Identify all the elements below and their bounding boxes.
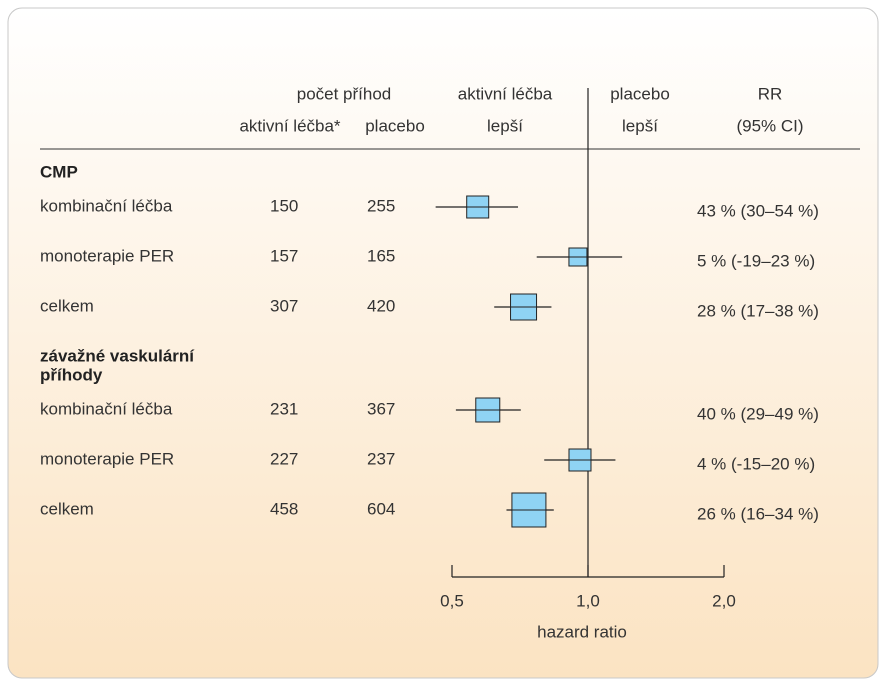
header: RR bbox=[758, 84, 783, 103]
active-count: 150 bbox=[270, 196, 298, 215]
x-tick-label: 2,0 bbox=[712, 591, 736, 610]
rr-label: 28 % (17–38 %) bbox=[697, 301, 819, 320]
group-label: závažné vaskulární bbox=[40, 346, 195, 365]
row-label: monoterapie PER bbox=[40, 246, 174, 265]
header: placebo bbox=[365, 116, 425, 135]
row-label: kombinační léčba bbox=[40, 399, 173, 418]
placebo-count: 165 bbox=[367, 246, 395, 265]
panel bbox=[7, 7, 879, 679]
group-label: CMP bbox=[40, 162, 78, 181]
placebo-count: 255 bbox=[367, 196, 395, 215]
rr-label: 43 % (30–54 %) bbox=[697, 201, 819, 220]
row-label: monoterapie PER bbox=[40, 449, 174, 468]
active-count: 157 bbox=[270, 246, 298, 265]
x-tick-label: 1,0 bbox=[576, 591, 600, 610]
header: počet příhod bbox=[297, 84, 392, 103]
placebo-count: 420 bbox=[367, 296, 395, 315]
header: aktivní léčba bbox=[458, 84, 553, 103]
header: placebo bbox=[610, 84, 670, 103]
x-tick-label: 0,5 bbox=[440, 591, 464, 610]
rr-label: 5 % (-19–23 %) bbox=[697, 251, 815, 270]
header: (95% CI) bbox=[736, 116, 803, 135]
row-label: celkem bbox=[40, 499, 94, 518]
row-label: celkem bbox=[40, 296, 94, 315]
active-count: 307 bbox=[270, 296, 298, 315]
active-count: 458 bbox=[270, 499, 298, 518]
group-label: příhody bbox=[40, 365, 103, 384]
active-count: 227 bbox=[270, 449, 298, 468]
rr-label: 26 % (16–34 %) bbox=[697, 504, 819, 523]
header: lepší bbox=[622, 116, 658, 135]
rr-label: 4 % (-15–20 %) bbox=[697, 454, 815, 473]
header: lepší bbox=[487, 116, 523, 135]
placebo-count: 237 bbox=[367, 449, 395, 468]
header: aktivní léčba* bbox=[239, 116, 340, 135]
placebo-count: 367 bbox=[367, 399, 395, 418]
active-count: 231 bbox=[270, 399, 298, 418]
rr-label: 40 % (29–49 %) bbox=[697, 404, 819, 423]
row-label: kombinační léčba bbox=[40, 196, 173, 215]
placebo-count: 604 bbox=[367, 499, 395, 518]
x-axis-label: hazard ratio bbox=[537, 622, 627, 641]
